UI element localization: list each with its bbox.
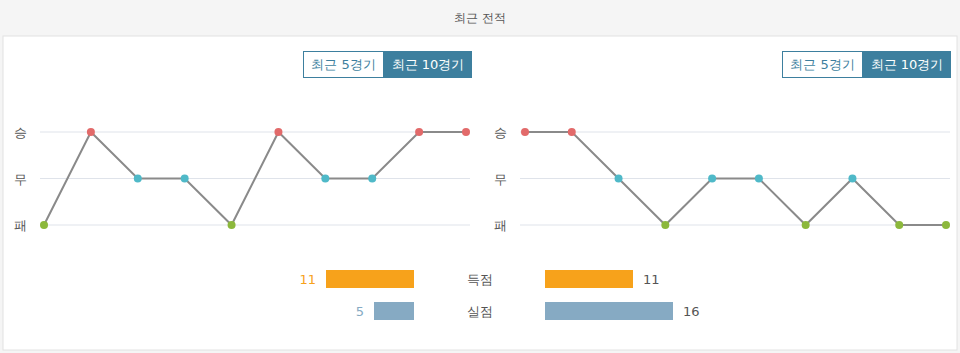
chart-root: 최근 전적최근 5경기최근 10경기최근 5경기최근 10경기승무패승무패득점실…	[0, 0, 960, 353]
y-tick-label: 무	[14, 172, 27, 187]
data-label: 16	[683, 304, 700, 319]
result-point	[708, 175, 716, 183]
toggle-label[interactable]: 최근 5경기	[311, 57, 375, 72]
y-tick-label: 승	[14, 125, 27, 140]
toggle-buttons: 최근 5경기 최근 10경기	[783, 52, 951, 78]
data-labels: 11 5 11 16	[299, 272, 699, 319]
goal-comparison: 득점실점 11 5 11 16	[299, 270, 699, 320]
y-tick-label: 무	[494, 172, 507, 187]
background	[0, 0, 960, 353]
plot-area	[40, 128, 470, 229]
grid-line	[520, 225, 950, 226]
bar	[374, 302, 414, 320]
data-label: 11	[643, 272, 660, 287]
y-tick-label: 패	[14, 218, 27, 233]
result-point	[134, 175, 142, 183]
toggle-buttons: 최근 5경기 최근 10경기	[304, 52, 472, 78]
toggle-label[interactable]: 최근 5경기	[790, 57, 854, 72]
result-point	[755, 175, 763, 183]
result-point	[462, 128, 470, 136]
line-chart: 승무패	[14, 125, 471, 233]
panel	[3, 36, 957, 350]
result-point	[321, 175, 329, 183]
toggle-button[interactable]	[304, 52, 384, 78]
data-label: 5	[356, 304, 364, 319]
result-point	[661, 221, 669, 229]
toggle-button[interactable]	[864, 52, 951, 78]
result-point	[521, 128, 529, 136]
bar-area	[326, 270, 673, 320]
title: 최근 전적	[454, 11, 506, 25]
result-point	[181, 175, 189, 183]
category-label: 실점	[467, 304, 493, 319]
result-point	[848, 175, 856, 183]
result-point	[568, 128, 576, 136]
toggle-button[interactable]	[385, 52, 472, 78]
data-label: 11	[299, 272, 316, 287]
series-line	[525, 132, 946, 225]
bar	[545, 302, 673, 320]
toggle-label[interactable]: 최근 10경기	[871, 57, 944, 72]
plot-area	[521, 128, 950, 229]
result-point	[274, 128, 282, 136]
result-point	[895, 221, 903, 229]
result-point	[415, 128, 423, 136]
result-point	[368, 175, 376, 183]
line-chart: 승무패	[494, 125, 951, 233]
category-label: 득점	[467, 272, 493, 287]
series-line	[44, 132, 466, 225]
toggle-button[interactable]	[783, 52, 863, 78]
bar	[326, 270, 414, 288]
result-point	[942, 221, 950, 229]
result-point	[40, 221, 48, 229]
toggle-label[interactable]: 최근 10경기	[392, 57, 465, 72]
result-point	[228, 221, 236, 229]
grid-line	[40, 225, 470, 226]
result-point	[87, 128, 95, 136]
y-tick-label: 패	[494, 218, 507, 233]
result-point	[802, 221, 810, 229]
y-tick-label: 승	[494, 125, 507, 140]
grid-line	[520, 132, 950, 133]
result-point	[615, 175, 623, 183]
grid-line	[40, 132, 470, 133]
bar	[545, 270, 633, 288]
